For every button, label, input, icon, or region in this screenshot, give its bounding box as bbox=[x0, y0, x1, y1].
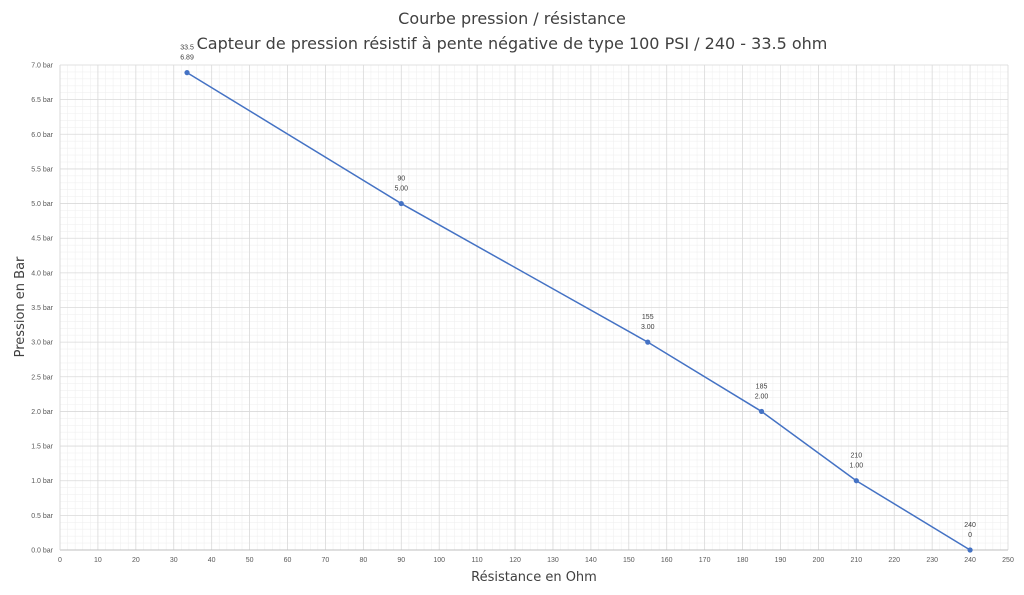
series-layer bbox=[184, 70, 973, 553]
y-tick-label: 2.0 bar bbox=[31, 409, 53, 416]
data-labels: 33.5 6.89 90 5.00 155 3.00 185 2.00 210 1.00 240 0 bbox=[180, 45, 976, 539]
x-tick-label: 150 bbox=[623, 557, 635, 564]
data-point bbox=[645, 339, 651, 345]
x-tick-label: 80 bbox=[359, 557, 367, 564]
y-tick-label: 6.5 bar bbox=[31, 97, 53, 104]
y-tick-labels: 0.0 bar 0.5 bar 1.0 bar 1.5 bar 2.0 bar 2.5 b… bbox=[31, 63, 53, 555]
data-label-x: 185 bbox=[756, 383, 768, 390]
data-point bbox=[184, 70, 190, 76]
series-line bbox=[186, 71, 971, 551]
data-label-x: 240 bbox=[964, 522, 976, 529]
y-tick-label: 1.0 bar bbox=[31, 478, 53, 485]
y-tick-label: 7.0 bar bbox=[31, 63, 53, 70]
x-tick-label: 250 bbox=[1002, 557, 1014, 564]
y-axis-title: Pression en Bar bbox=[13, 256, 28, 357]
x-tick-label: 220 bbox=[888, 557, 900, 564]
x-tick-label: 180 bbox=[737, 557, 749, 564]
x-tick-label: 200 bbox=[813, 557, 825, 564]
x-tick-label: 40 bbox=[208, 557, 216, 564]
chart-subtitle: Capteur de pression résistif à pente nég… bbox=[197, 34, 828, 53]
x-tick-label: 30 bbox=[170, 557, 178, 564]
data-label-y: 3.00 bbox=[641, 324, 655, 331]
x-tick-label: 130 bbox=[547, 557, 559, 564]
data-label-y: 1.00 bbox=[850, 463, 864, 470]
x-axis-title: Résistance en Ohm bbox=[471, 570, 597, 585]
data-point bbox=[853, 478, 859, 484]
data-label-x: 155 bbox=[642, 314, 654, 321]
x-tick-label: 170 bbox=[699, 557, 711, 564]
x-tick-label: 20 bbox=[132, 557, 140, 564]
y-tick-label: 0.0 bar bbox=[31, 548, 53, 555]
x-tick-label: 60 bbox=[284, 557, 292, 564]
y-tick-label: 3.0 bar bbox=[31, 340, 53, 347]
y-tick-label: 4.0 bar bbox=[31, 270, 53, 277]
y-tick-label: 1.5 bar bbox=[31, 444, 53, 451]
x-tick-label: 230 bbox=[926, 557, 938, 564]
y-tick-label: 2.5 bar bbox=[31, 374, 53, 381]
y-tick-label: 6.0 bar bbox=[31, 132, 53, 139]
axes bbox=[59, 65, 1008, 551]
x-tick-label: 50 bbox=[246, 557, 254, 564]
data-point bbox=[758, 408, 765, 415]
y-tick-label: 3.5 bar bbox=[31, 305, 53, 312]
data-label-x: 90 bbox=[397, 176, 405, 183]
data-label-y: 0 bbox=[968, 532, 972, 539]
y-tick-label: 4.5 bar bbox=[31, 236, 53, 243]
data-label-x: 33.5 bbox=[180, 45, 194, 52]
x-tick-label: 120 bbox=[509, 557, 521, 564]
x-tick-label: 0 bbox=[58, 557, 62, 564]
data-label-x: 210 bbox=[850, 453, 862, 460]
data-label-y: 6.89 bbox=[180, 55, 194, 62]
chart-title: Courbe pression / résistance bbox=[398, 9, 626, 28]
data-point bbox=[398, 200, 404, 207]
major-gridlines bbox=[59, 64, 1009, 551]
data-label-y: 5.00 bbox=[394, 186, 408, 193]
x-tick-label: 100 bbox=[433, 557, 445, 564]
y-tick-label: 5.0 bar bbox=[31, 201, 53, 208]
y-tick-label: 5.5 bar bbox=[31, 166, 53, 173]
y-tick-label: 0.5 bar bbox=[31, 513, 53, 520]
x-tick-label: 210 bbox=[850, 557, 862, 564]
x-tick-label: 240 bbox=[964, 557, 976, 564]
x-tick-label: 10 bbox=[94, 557, 102, 564]
data-point bbox=[967, 547, 973, 553]
x-tick-label: 90 bbox=[397, 557, 405, 564]
x-tick-labels: 0 10 20 30 40 50 60 70 80 90 100 110 120 130 140 150 160… bbox=[58, 557, 1014, 564]
data-label-y: 2.00 bbox=[755, 393, 769, 400]
x-tick-label: 160 bbox=[661, 557, 673, 564]
x-tick-label: 190 bbox=[775, 557, 787, 564]
x-tick-label: 70 bbox=[322, 557, 330, 564]
x-tick-label: 140 bbox=[585, 557, 597, 564]
x-tick-label: 110 bbox=[472, 557, 483, 564]
